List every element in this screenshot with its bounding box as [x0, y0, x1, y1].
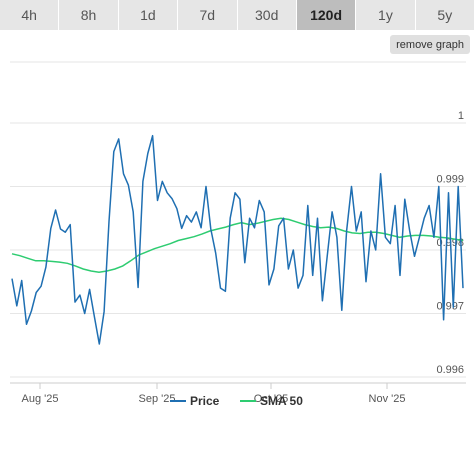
x-tick-label: Oct '25 — [254, 393, 289, 405]
tab-4h[interactable]: 4h — [0, 0, 59, 30]
remove-graph-button[interactable]: remove graph — [390, 35, 470, 54]
tab-120d[interactable]: 120d — [296, 0, 356, 30]
legend[interactable]: Price SMA 50 — [170, 394, 303, 408]
grid-lines — [10, 61, 466, 378]
tab-8h[interactable]: 8h — [59, 0, 118, 30]
legend-item-price[interactable]: Price — [170, 394, 220, 408]
legend-sma50-label[interactable]: SMA 50 — [260, 394, 303, 408]
y-tick-label: 0.996 — [436, 364, 464, 376]
tab-5y[interactable]: 5y — [415, 0, 474, 30]
series-lines — [11, 134, 464, 345]
series-sma50-line — [11, 217, 464, 273]
tab-1y[interactable]: 1y — [356, 0, 415, 30]
legend-price-label[interactable]: Price — [190, 394, 220, 408]
tab-7d[interactable]: 7d — [178, 0, 237, 30]
tab-1d[interactable]: 1d — [118, 0, 178, 30]
series-price-line — [11, 134, 464, 345]
y-tick-label: 0.999 — [436, 174, 464, 186]
timeframe-tabs: 4h 8h 1d 7d 30d 120d 1y 5y — [0, 0, 474, 30]
x-axis-ticks: Aug '25 Sep '25 Oct '25 Nov '25 — [22, 383, 406, 405]
x-tick-label: Nov '25 — [369, 393, 406, 405]
x-tick-label: Sep '25 — [139, 393, 176, 405]
tab-30d[interactable]: 30d — [237, 0, 296, 30]
x-tick-label: Aug '25 — [22, 393, 59, 405]
y-tick-label: 1 — [458, 110, 464, 122]
legend-item-sma50[interactable]: SMA 50 — [240, 394, 303, 408]
y-tick-label: 0.997 — [436, 301, 464, 313]
